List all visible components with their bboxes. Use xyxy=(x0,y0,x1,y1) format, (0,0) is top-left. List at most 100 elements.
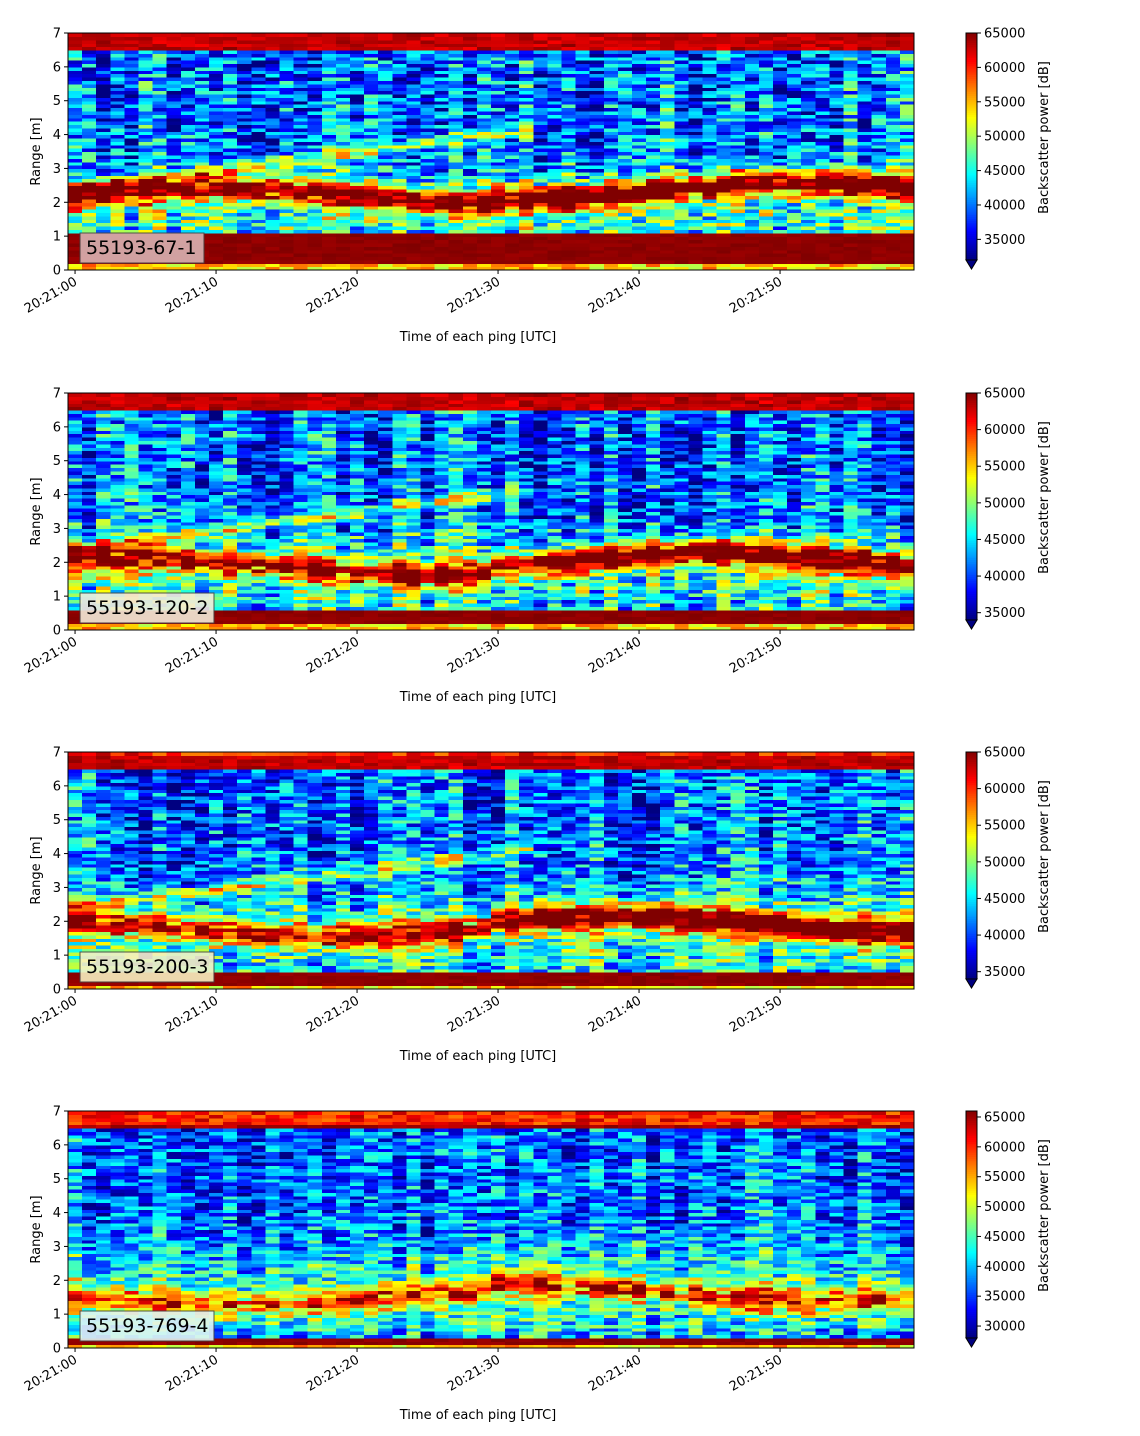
heatmap-cell xyxy=(307,97,323,102)
heatmap-cell xyxy=(279,256,295,261)
heatmap-cell xyxy=(293,107,309,112)
heatmap-cell xyxy=(82,470,97,475)
heatmap-cell xyxy=(152,56,168,61)
heatmap-cell xyxy=(589,104,605,109)
heatmap-cell xyxy=(547,175,563,180)
heatmap-cell xyxy=(138,487,154,492)
colorbar-segment xyxy=(966,33,977,36)
heatmap-cell xyxy=(476,97,492,102)
colorbar-segment xyxy=(966,46,977,49)
heatmap-cell xyxy=(589,60,605,65)
colorbar-segment xyxy=(966,174,977,178)
heatmap-cell xyxy=(406,171,422,176)
heatmap-cell xyxy=(378,148,393,153)
colorbar-tick-label: 45000 xyxy=(984,164,1025,179)
heatmap-cell xyxy=(392,263,407,268)
heatmap-cell xyxy=(857,53,873,58)
heatmap-cell xyxy=(265,181,281,186)
heatmap-cell xyxy=(378,100,393,105)
heatmap-cell xyxy=(561,144,577,149)
heatmap-cell xyxy=(632,87,647,92)
heatmap-cell xyxy=(307,77,323,81)
heatmap-cell xyxy=(166,575,182,580)
heatmap-cell xyxy=(448,215,464,220)
heatmap-cell xyxy=(378,259,393,264)
heatmap-cell xyxy=(688,192,704,197)
heatmap-cell xyxy=(378,53,393,58)
heatmap-cell xyxy=(110,195,125,200)
heatmap-cell xyxy=(124,36,140,41)
heatmap-cell xyxy=(519,198,534,203)
heatmap-cell xyxy=(335,165,351,170)
heatmap-cell xyxy=(871,161,887,166)
heatmap-cell xyxy=(603,46,619,51)
heatmap-cell xyxy=(448,90,464,95)
heatmap-cell xyxy=(702,263,718,268)
heatmap-cell xyxy=(589,63,605,68)
heatmap-cell xyxy=(885,225,901,230)
heatmap-cell xyxy=(152,43,168,48)
heatmap-cell xyxy=(589,46,605,51)
heatmap-cell xyxy=(124,572,140,577)
heatmap-cell xyxy=(702,110,718,115)
heatmap-cell xyxy=(265,178,281,183)
heatmap-cell xyxy=(491,87,506,92)
heatmap-cell xyxy=(124,423,140,428)
heatmap-cell xyxy=(82,538,97,543)
heatmap-cell xyxy=(82,144,97,149)
heatmap-cell xyxy=(166,97,182,102)
heatmap-cell xyxy=(561,161,577,166)
heatmap-cell xyxy=(674,175,689,180)
colorbar-segment xyxy=(966,108,977,112)
heatmap-cell xyxy=(68,548,83,553)
heatmap-cell xyxy=(420,66,436,71)
heatmap-cell xyxy=(688,137,704,142)
heatmap-cell xyxy=(307,195,323,200)
heatmap-cell xyxy=(364,195,379,200)
heatmap-cell xyxy=(589,263,605,268)
heatmap-cell xyxy=(674,137,689,142)
colorbar-segment xyxy=(966,80,977,83)
heatmap-cell xyxy=(773,202,788,207)
heatmap-cell xyxy=(603,249,619,254)
heatmap-cell xyxy=(688,36,704,41)
heatmap-cell xyxy=(476,63,492,68)
heatmap-cell xyxy=(237,225,252,230)
heatmap-cell xyxy=(575,195,591,200)
heatmap-cell xyxy=(899,87,915,92)
heatmap-cell xyxy=(871,117,887,122)
heatmap-cell xyxy=(617,46,633,51)
heatmap-cell xyxy=(434,266,450,271)
heatmap-cell xyxy=(279,90,295,95)
heatmap-cell xyxy=(547,124,563,129)
heatmap-cell xyxy=(730,246,746,251)
heatmap-cell xyxy=(350,202,365,207)
heatmap-cell xyxy=(462,70,478,75)
heatmap-cell xyxy=(476,209,492,214)
heatmap-cell xyxy=(307,121,323,126)
heatmap-cell xyxy=(801,246,816,251)
heatmap-cell xyxy=(815,66,830,71)
heatmap-cell xyxy=(279,124,295,129)
heatmap-cell xyxy=(251,178,266,183)
heatmap-cell xyxy=(660,53,675,58)
heatmap-cell xyxy=(815,209,830,214)
heatmap-cell xyxy=(82,409,97,414)
heatmap-cell xyxy=(152,80,168,85)
heatmap-cell xyxy=(533,192,548,197)
heatmap-cell xyxy=(350,253,365,258)
heatmap-cell xyxy=(688,256,704,261)
heatmap-cell xyxy=(378,151,393,156)
heatmap-cell xyxy=(124,121,140,126)
heatmap-cell xyxy=(138,558,154,563)
heatmap-cell xyxy=(674,141,689,146)
heatmap-cell xyxy=(603,127,619,132)
heatmap-cell xyxy=(674,151,689,156)
heatmap-cell xyxy=(603,93,619,98)
heatmap-cell xyxy=(519,256,534,261)
heatmap-cell xyxy=(857,205,873,210)
heatmap-cell xyxy=(871,93,887,98)
heatmap-cell xyxy=(251,53,266,58)
heatmap-cell xyxy=(378,256,393,261)
heatmap-cell xyxy=(166,626,182,631)
